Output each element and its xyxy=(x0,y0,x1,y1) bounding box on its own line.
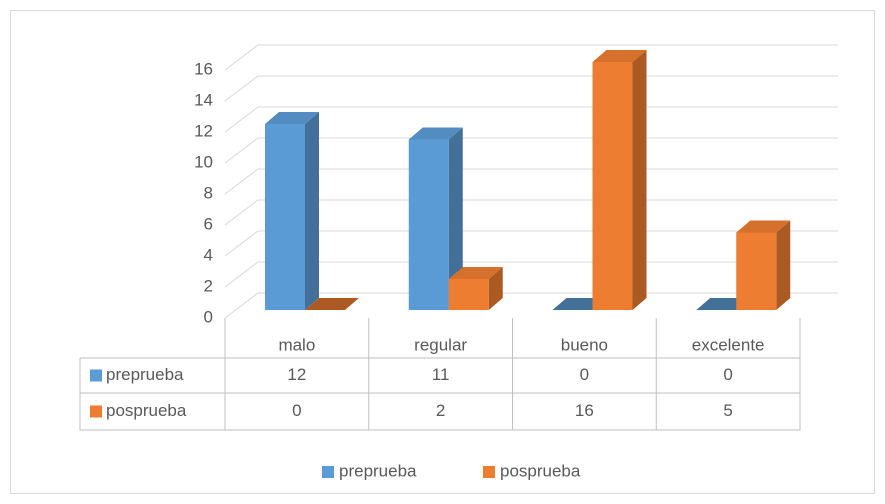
bar xyxy=(592,62,633,310)
legend-key xyxy=(483,466,495,478)
x-tick-label: regular xyxy=(414,335,467,354)
table-cell: 0 xyxy=(723,365,732,384)
y-tick-label: 14 xyxy=(194,90,213,109)
bar-side xyxy=(305,112,319,310)
y-tick-label: 8 xyxy=(204,183,213,202)
bar xyxy=(448,279,489,310)
y-tick-label: 0 xyxy=(204,307,213,326)
bar-top xyxy=(448,267,503,279)
x-tick-label: excelente xyxy=(692,335,765,354)
y-tick-label: 6 xyxy=(204,214,213,233)
table-cell: 0 xyxy=(292,401,301,420)
legend-key xyxy=(322,466,334,478)
bar xyxy=(408,139,449,310)
table-cell: 16 xyxy=(575,401,594,420)
y-tick-label: 4 xyxy=(204,245,213,264)
bar xyxy=(265,124,305,310)
y-tick-label: 16 xyxy=(194,59,213,78)
bar-top xyxy=(408,127,463,140)
table-cell: 2 xyxy=(436,401,445,420)
bar-side xyxy=(632,50,647,310)
bar-side xyxy=(448,127,463,310)
bar-side xyxy=(776,220,791,310)
table-row-label: posprueba xyxy=(106,401,187,420)
bar-top xyxy=(305,298,359,310)
bar-top xyxy=(265,112,319,124)
y-tick-label: 12 xyxy=(194,121,213,140)
table-row-label: preprueba xyxy=(106,365,184,384)
bar-top xyxy=(736,220,791,233)
legend-label: preprueba xyxy=(339,461,417,480)
table-cell: 0 xyxy=(580,365,589,384)
table-key xyxy=(90,405,102,418)
table-cell: 5 xyxy=(723,401,732,420)
table-cell: 11 xyxy=(432,365,450,384)
grid-line xyxy=(224,44,838,71)
y-tick-label: 2 xyxy=(204,276,213,295)
x-tick-label: bueno xyxy=(561,335,608,354)
bar-side xyxy=(488,267,503,310)
table-key xyxy=(90,369,102,382)
bar xyxy=(736,232,777,310)
y-tick-label: 10 xyxy=(194,152,213,171)
bar-top xyxy=(592,50,647,62)
table-cell: 12 xyxy=(287,365,306,384)
x-tick-label: malo xyxy=(278,335,315,354)
legend-label: posprueba xyxy=(500,461,581,480)
